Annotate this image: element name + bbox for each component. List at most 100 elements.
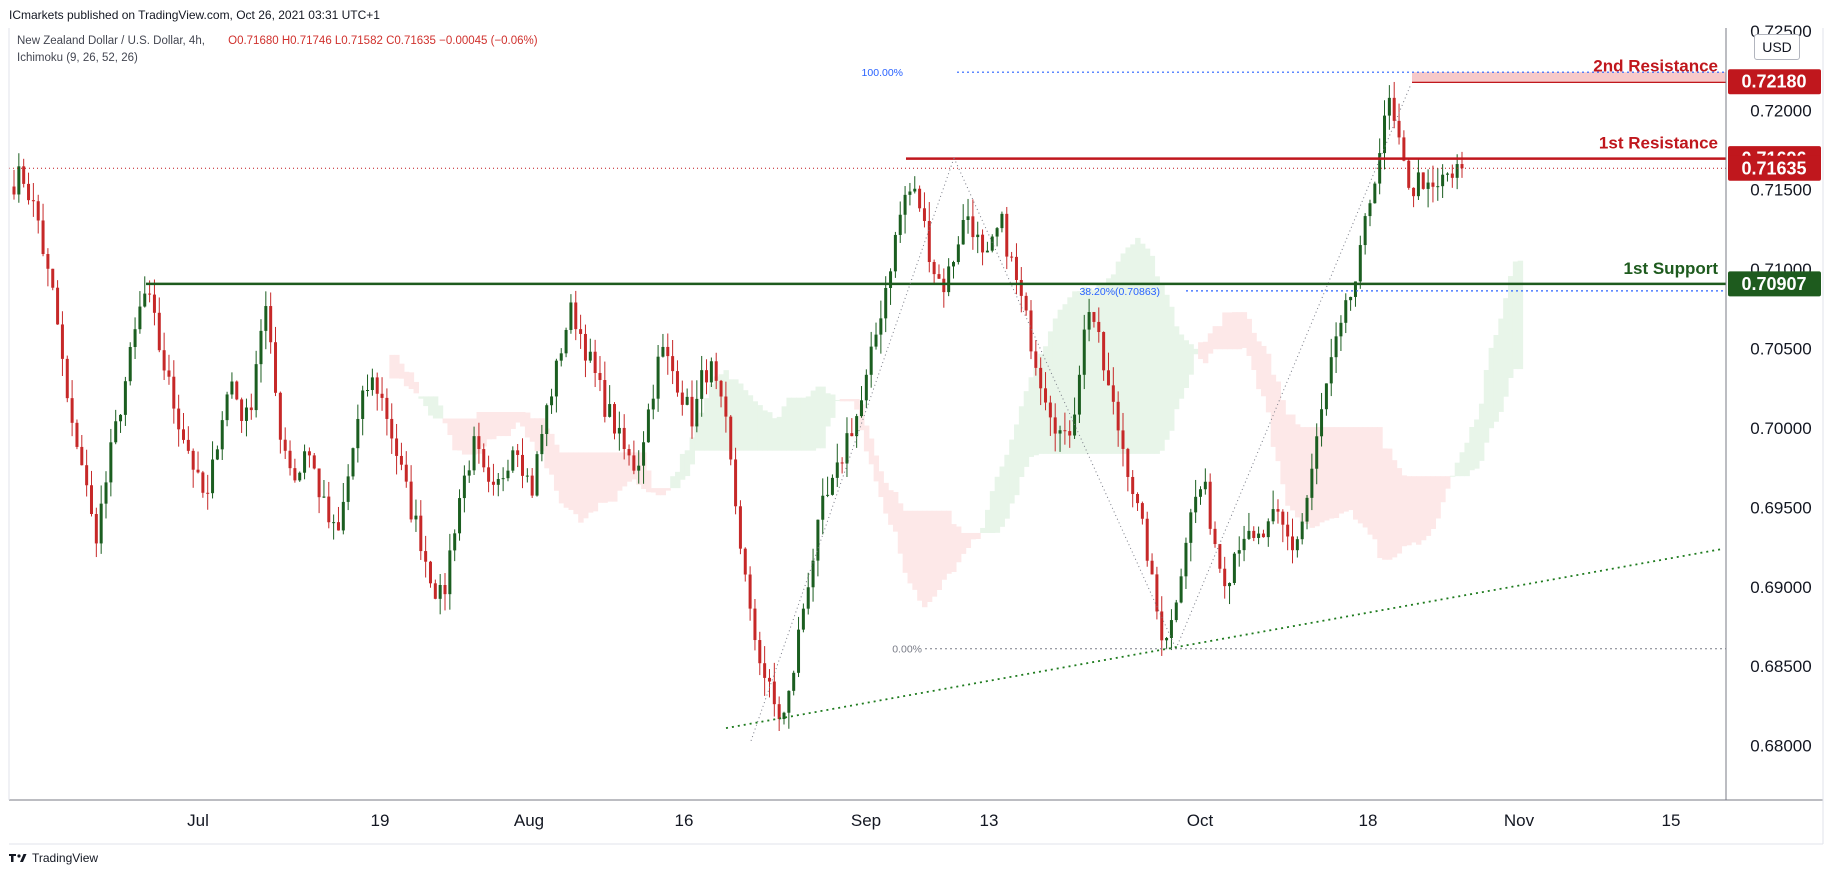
cloud-segment xyxy=(1445,476,1451,489)
candle-body xyxy=(579,329,583,334)
cloud-segment xyxy=(578,452,584,523)
candle-body xyxy=(559,353,563,361)
candle-body xyxy=(709,361,713,383)
cloud-segment xyxy=(699,412,705,451)
level-name: 1st Support xyxy=(1624,259,1719,278)
cloud-segment xyxy=(1110,274,1117,454)
cloud-segment xyxy=(1391,460,1398,558)
candle-body xyxy=(927,220,931,263)
candle-body xyxy=(94,514,98,544)
candle-body xyxy=(540,434,544,455)
cloud-segment xyxy=(907,510,913,584)
cloud-segment xyxy=(1469,427,1475,471)
candle-body xyxy=(1073,414,1077,436)
cloud-segment xyxy=(960,532,967,554)
candle-body xyxy=(966,216,970,220)
cloud-segment xyxy=(1382,448,1388,560)
candle-body xyxy=(487,467,491,482)
candle-body xyxy=(622,427,626,450)
zigzag-line xyxy=(953,157,1177,649)
cloud-segment xyxy=(1357,427,1364,524)
candle-body xyxy=(191,450,195,470)
cloud-segment xyxy=(670,476,676,489)
candle-body xyxy=(298,472,302,481)
candle-body xyxy=(661,346,665,357)
candle-body xyxy=(404,464,408,482)
cloud-segment xyxy=(1018,406,1025,477)
candle-body xyxy=(932,262,936,275)
fib-label: 100.00% xyxy=(862,67,903,79)
cloud-segment xyxy=(1120,253,1127,454)
cloud-segment xyxy=(549,433,555,475)
level-name: 1st Resistance xyxy=(1599,134,1718,153)
cloud-segment xyxy=(428,396,434,416)
candle-body xyxy=(1387,97,1391,116)
cloud-segment xyxy=(602,452,608,503)
cloud-segment xyxy=(510,412,516,429)
candle-body xyxy=(1005,213,1009,257)
candle-body xyxy=(196,469,200,473)
candle-body xyxy=(225,394,229,421)
cloud-segment xyxy=(912,510,918,590)
cloud-segment xyxy=(1483,370,1490,443)
cloud-segment xyxy=(892,492,899,532)
candle-body xyxy=(588,351,592,361)
cloud-segment xyxy=(1411,476,1417,543)
candle-body xyxy=(1014,256,1018,280)
x-tick-label: 15 xyxy=(1662,811,1681,830)
candle-body xyxy=(1053,417,1057,434)
cloud-segment xyxy=(805,396,812,451)
cloud-segment xyxy=(1052,318,1059,454)
candle-body xyxy=(642,442,646,466)
candle-body xyxy=(414,515,418,520)
candle-body xyxy=(162,350,166,371)
candle-body xyxy=(1373,183,1377,204)
cloud-segment xyxy=(486,412,492,440)
candle-body xyxy=(293,468,297,481)
candle-body xyxy=(1445,173,1449,175)
cloud-segment xyxy=(1135,237,1141,454)
candle-body xyxy=(458,498,462,534)
cloud-segment xyxy=(597,452,604,503)
candle-body xyxy=(467,470,471,476)
candle-body xyxy=(1247,530,1251,539)
candle-body xyxy=(317,468,321,498)
candle-body xyxy=(520,454,524,476)
candle-body xyxy=(787,690,791,713)
cloud-segment xyxy=(878,471,884,498)
candle-body xyxy=(918,188,922,209)
candle-body xyxy=(288,450,292,469)
cloud-segment xyxy=(1159,284,1165,451)
candle-body xyxy=(104,482,108,504)
candle-body xyxy=(879,318,883,335)
candle-body xyxy=(1000,213,1004,229)
candle-body xyxy=(1334,336,1338,358)
cloud-segment xyxy=(941,510,947,580)
candle-body xyxy=(1131,476,1135,495)
candle-body xyxy=(1150,560,1154,575)
cloud-segment xyxy=(830,394,836,418)
x-tick-label: Oct xyxy=(1187,811,1214,830)
currency-button[interactable]: USD xyxy=(1754,34,1800,60)
price-tag xyxy=(1728,271,1821,297)
candles xyxy=(12,81,1464,731)
cloud-segment xyxy=(534,418,541,452)
candle-body xyxy=(1305,497,1309,522)
candle-body xyxy=(230,381,234,395)
cloud-segment xyxy=(873,455,880,482)
candle-body xyxy=(1145,518,1149,561)
candle-body xyxy=(1092,312,1096,322)
cloud-segment xyxy=(1459,452,1466,477)
cloud-segment xyxy=(1188,344,1194,375)
cloud-segment xyxy=(607,452,613,502)
cloud-segment xyxy=(738,383,744,451)
candle-body xyxy=(550,396,554,406)
cloud-segment xyxy=(946,510,952,574)
cloud-segment xyxy=(1062,304,1068,454)
cloud-segment xyxy=(568,452,574,510)
cloud-segment xyxy=(757,405,763,451)
candle-body xyxy=(947,266,951,293)
cloud-segment xyxy=(931,510,938,597)
cloud-segment xyxy=(675,471,681,489)
